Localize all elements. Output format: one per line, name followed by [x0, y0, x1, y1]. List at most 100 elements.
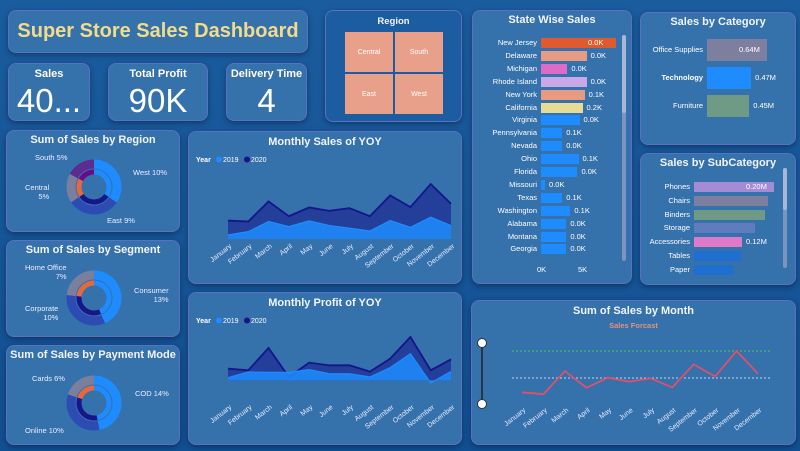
bar-value-label: 0.0K: [588, 38, 604, 47]
bar-category-label: Georgia: [510, 244, 537, 254]
bar[interactable]: [541, 179, 546, 190]
x-tick-label: 5K: [578, 265, 588, 274]
scrollbar[interactable]: [783, 168, 787, 268]
bar[interactable]: [694, 209, 766, 220]
bar[interactable]: [694, 264, 734, 275]
donut-label-value: 7%: [55, 272, 67, 281]
x-tick-label: June: [318, 243, 334, 258]
donut-slice[interactable]: [66, 270, 122, 326]
donut-slice[interactable]: [76, 169, 112, 205]
donut-slice[interactable]: [66, 270, 122, 326]
donut-slice[interactable]: [66, 159, 122, 215]
monthly-sales-yoy-chart: Monthly Sales of YOY Year 2019 2020 January F…: [188, 131, 462, 284]
bar-value-label: 0.1K: [582, 154, 598, 164]
bar-category-label: Nevada: [511, 141, 537, 151]
bar-value-label: 0.1K: [574, 205, 590, 215]
donut-label-text: East 9%: [107, 216, 135, 225]
bar[interactable]: [694, 195, 768, 206]
bar[interactable]: [541, 102, 583, 113]
x-tick-label: June: [618, 407, 634, 422]
donut-slice[interactable]: [76, 385, 112, 421]
series-line-2019: [227, 216, 452, 236]
bar[interactable]: [694, 223, 755, 234]
range-slider-handle-bottom[interactable]: [477, 399, 487, 409]
donut-slice[interactable]: [76, 169, 112, 205]
region-tile-west[interactable]: West: [395, 74, 443, 114]
legend-label[interactable]: 2019: [223, 318, 239, 325]
bar[interactable]: [541, 141, 563, 152]
sales-by-category-chart: Sales by Category Office Supplies 0.64M Tec…: [640, 12, 796, 145]
region-tile-south[interactable]: South: [395, 32, 443, 72]
bar[interactable]: [694, 251, 742, 261]
bar[interactable]: [707, 95, 750, 117]
bar[interactable]: [707, 39, 767, 61]
donut-slice[interactable]: [66, 375, 122, 431]
bar[interactable]: [541, 244, 567, 255]
scrollbar-thumb[interactable]: [622, 35, 626, 113]
region-tile-east[interactable]: East: [345, 74, 393, 114]
bar-category-label: Phones: [664, 182, 690, 191]
bar-category-label: Montana: [507, 231, 537, 241]
bar-category-label: Virginia: [512, 115, 537, 125]
bar[interactable]: [541, 192, 563, 203]
bar-value-label: 0.2K: [586, 102, 602, 112]
kpi-label: Sales: [34, 68, 64, 80]
x-tick-label: March: [551, 407, 571, 425]
bar[interactable]: [541, 38, 616, 48]
bar[interactable]: [541, 63, 568, 74]
legend-label[interactable]: 2020: [251, 318, 267, 325]
bar[interactable]: [541, 218, 567, 229]
bar-category-label: Washington: [497, 205, 537, 215]
sales-by-subcategory-chart: Sales by SubCategory Phones 0.20M Chairs Bi…: [640, 153, 796, 285]
bar-value-label: 0.0K: [570, 244, 586, 254]
bar[interactable]: [541, 167, 578, 177]
legend-title: Year: [196, 157, 211, 164]
bar-value-label: 0.0K: [581, 167, 597, 176]
donut-slice[interactable]: [76, 280, 112, 316]
chart-title: Sum of Sales by Region: [30, 134, 156, 146]
bar-value-label: 0.0K: [571, 63, 587, 73]
x-tick-label: March: [254, 243, 274, 261]
bar[interactable]: [541, 154, 579, 165]
bar-category-label: Texas: [517, 192, 537, 202]
donut-sales-by-region: Sum of Sales by Region West 10% East 9% Cen…: [6, 130, 180, 232]
donut-slice[interactable]: [66, 375, 122, 431]
kpi-value: 4: [257, 82, 276, 119]
scrollbar-thumb[interactable]: [783, 168, 787, 210]
chart-title: Sales by SubCategory: [659, 157, 777, 169]
bar-value-label: 0.1K: [566, 128, 582, 138]
range-slider-handle-top[interactable]: [477, 338, 487, 348]
kpi-total-profit: Total Profit 90K: [108, 63, 208, 121]
donut-slice[interactable]: [76, 385, 112, 421]
legend-marker: [216, 156, 222, 163]
donut-label: Corporate 10%: [25, 304, 58, 322]
bar[interactable]: [541, 205, 571, 216]
bar[interactable]: [707, 67, 752, 89]
donut-label-text: Corporate: [25, 304, 59, 313]
chart-title: Monthly Sales of YOY: [268, 136, 382, 148]
donut-slice[interactable]: [76, 169, 112, 205]
donut-slice[interactable]: [66, 159, 122, 215]
bar[interactable]: [541, 128, 563, 139]
chart-title: State Wise Sales: [508, 14, 596, 26]
bar[interactable]: [541, 231, 567, 242]
donut-slice[interactable]: [76, 280, 112, 316]
region-tile-central[interactable]: Central: [345, 32, 393, 72]
bar[interactable]: [541, 115, 580, 126]
x-tick-label: June: [318, 404, 334, 419]
bar-value-label: 0.1K: [566, 192, 582, 202]
bar-category-label: Accessories: [649, 237, 690, 247]
bar[interactable]: [541, 89, 585, 100]
bar[interactable]: [694, 182, 774, 192]
bar[interactable]: [541, 76, 587, 87]
scrollbar[interactable]: [622, 35, 626, 261]
donut-slice[interactable]: [66, 159, 122, 215]
bar-category-label: Delaware: [505, 50, 537, 60]
bar[interactable]: [541, 50, 587, 61]
bar-category-label: Tables: [668, 251, 690, 260]
region-slicer: Region Central South East West: [325, 10, 462, 122]
x-tick-label: May: [300, 243, 315, 257]
bar[interactable]: [694, 237, 742, 248]
legend-label[interactable]: 2020: [251, 157, 267, 164]
legend-label[interactable]: 2019: [223, 157, 239, 164]
